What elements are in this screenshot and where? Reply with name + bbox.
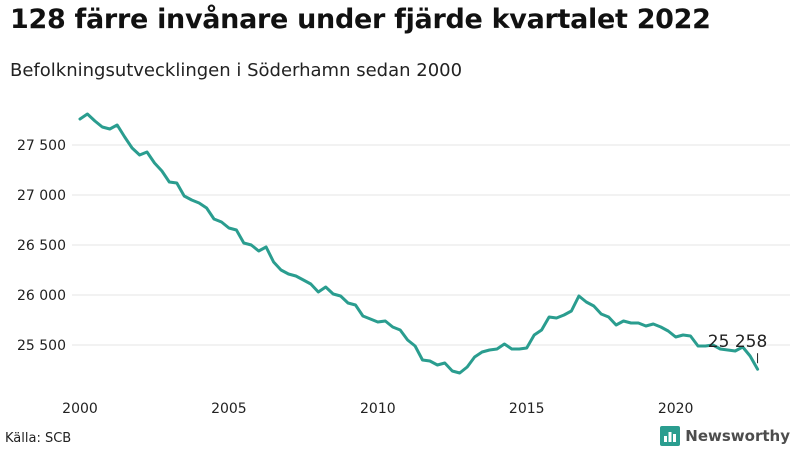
x-tick-label: 2020 — [658, 401, 694, 417]
end-value-label: 25 258 — [708, 332, 767, 352]
y-axis-ticks: 25 500 26 000 26 500 27 000 27 500 — [17, 138, 66, 354]
y-tick-label: 26 000 — [17, 288, 66, 304]
x-axis-ticks: 2000 2005 2010 2015 2020 — [62, 401, 693, 417]
brand-name: Newsworthy — [685, 427, 790, 445]
chart-subtitle: Befolkningsutvecklingen i Söderhamn seda… — [10, 60, 463, 81]
x-tick-label: 2015 — [509, 401, 545, 417]
x-tick-label: 2005 — [211, 401, 247, 417]
y-tick-label: 27 500 — [17, 138, 66, 154]
chart-title: 128 färre invånare under fjärde kvartale… — [10, 4, 711, 35]
series-line-population — [78, 112, 760, 375]
y-tick-label: 27 000 — [17, 188, 66, 204]
y-tick-label: 26 500 — [17, 238, 66, 254]
y-tick-label: 25 500 — [17, 338, 66, 354]
x-tick-label: 2000 — [62, 401, 98, 417]
bar-chart-icon — [660, 426, 681, 446]
gridlines — [72, 144, 790, 346]
source-note: Källa: SCB — [5, 431, 72, 446]
brand-logo: Newsworthy — [660, 426, 790, 446]
x-tick-label: 2010 — [360, 401, 396, 417]
